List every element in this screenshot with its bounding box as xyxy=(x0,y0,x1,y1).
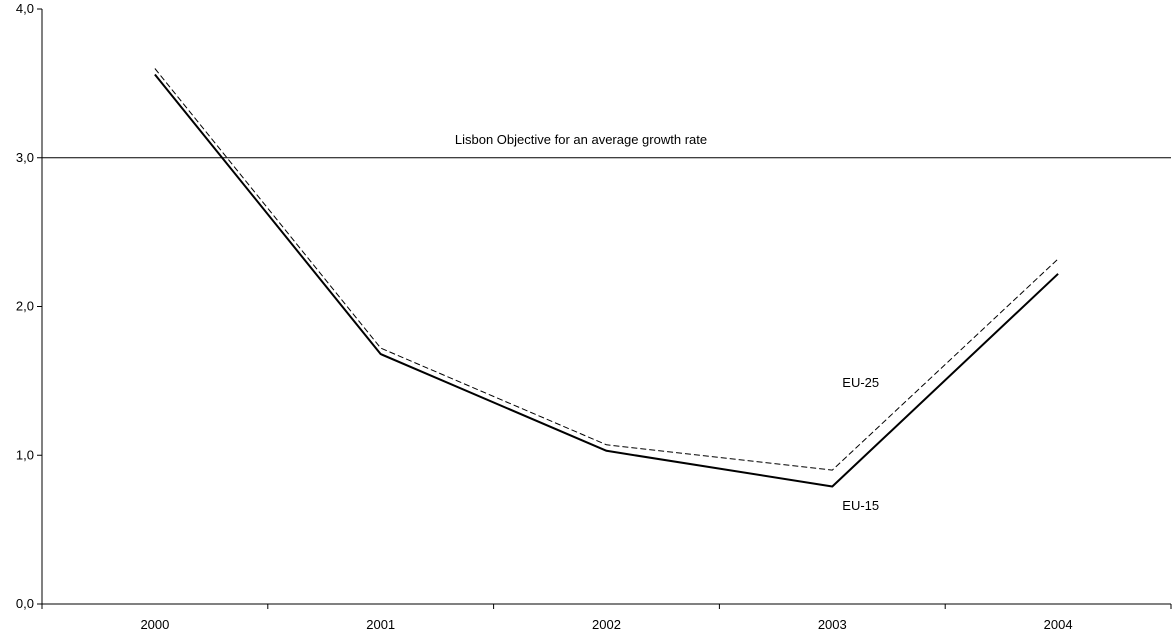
axes: 0,0 1,0 2,0 3,0 4,0 2000 2001 2002 2003 2004 xyxy=(16,1,1172,632)
series-line-eu-15 xyxy=(154,73,1059,488)
y-tick-label: 0,0 xyxy=(16,596,34,611)
reference-line-group: Lisbon Objective for an average growth r… xyxy=(42,132,1171,159)
lisbon-objective-label: Lisbon Objective for an average growth r… xyxy=(455,132,707,147)
x-tick-label: 2000 xyxy=(140,617,169,632)
y-tick-label: 1,0 xyxy=(16,447,34,462)
y-tick-label: 2,0 xyxy=(16,299,34,314)
series-label-eu-25: EU-25 xyxy=(842,375,879,390)
x-tick-label: 2003 xyxy=(818,617,847,632)
y-tick-label: 3,0 xyxy=(16,150,34,165)
y-tick-label: 4,0 xyxy=(16,1,34,16)
series-line-eu-25 xyxy=(154,68,1059,471)
series-label-eu-15: EU-15 xyxy=(842,498,879,513)
x-tick-label: 2001 xyxy=(366,617,395,632)
x-tick-label: 2004 xyxy=(1044,617,1073,632)
series-group xyxy=(154,68,1059,488)
series-labels-group: EU-25 EU-15 xyxy=(842,375,879,513)
x-tick-label: 2002 xyxy=(592,617,621,632)
